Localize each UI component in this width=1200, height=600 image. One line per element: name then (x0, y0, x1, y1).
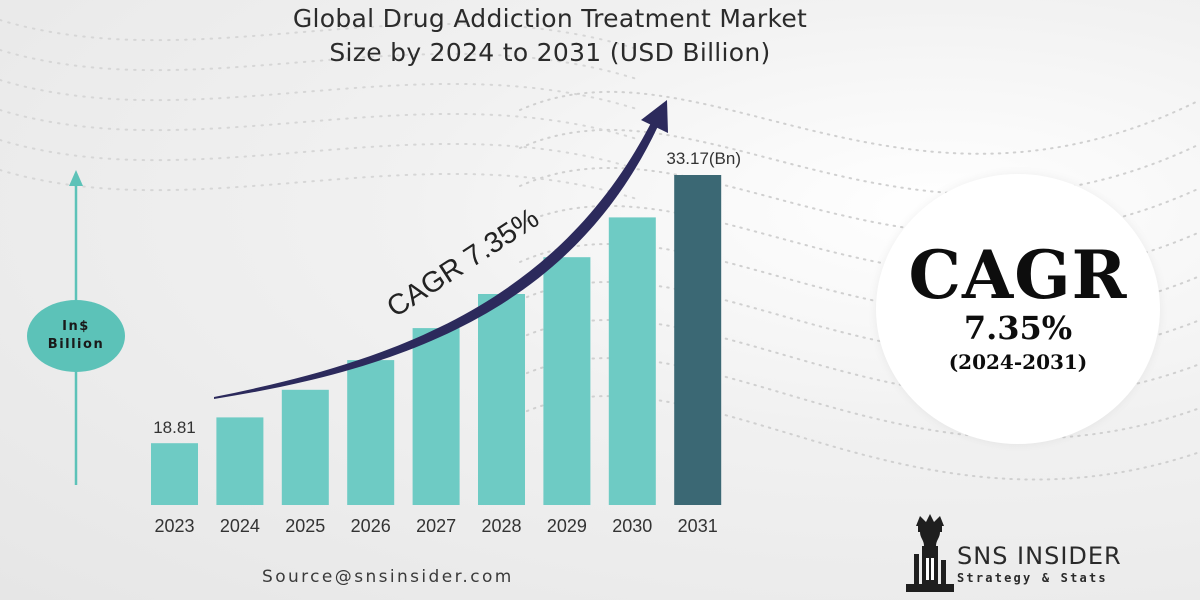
x-tick-label: 2026 (351, 516, 391, 536)
y-axis-label-badge: In$ Billion (27, 300, 125, 372)
y-axis-label-line-2: Billion (47, 337, 105, 352)
bar-2024 (216, 417, 264, 505)
background-dot-wave (519, 319, 1200, 399)
x-tick-label: 2024 (220, 516, 260, 536)
background-dot-wave (519, 90, 1200, 155)
background-dot-wave (519, 357, 1200, 440)
background-dot-wave (0, 79, 641, 111)
background-dot-wave (0, 169, 641, 201)
background-dot-wave (519, 243, 1200, 317)
background-dot-wave (519, 395, 1200, 481)
bar-2031 (674, 175, 722, 505)
background-dot-wave (519, 128, 1200, 196)
bar-2027 (412, 328, 460, 505)
source-text: Source@snsinsider.com (262, 567, 514, 587)
x-tick-label: 2027 (416, 516, 456, 536)
bar-2025 (281, 389, 329, 505)
chart-title-line-1: Global Drug Addiction Treatment Market (292, 4, 808, 33)
brand-logo: SNS INSIDER Strategy & Stats (900, 512, 1180, 596)
x-tick-label: 2030 (612, 516, 652, 536)
cagr-badge-percent: 7.35% (963, 309, 1073, 347)
x-tick-label: 2023 (154, 516, 194, 536)
bar-2023 (151, 443, 198, 505)
cagr-badge: CAGR 7.35% (2024-2031) (876, 174, 1160, 444)
brand-name: SNS INSIDER (957, 542, 1122, 570)
chart-title: Global Drug Addiction Treatment Market S… (150, 2, 950, 70)
background-dot-wave (519, 167, 1200, 236)
brand-tagline: Strategy & Stats (957, 571, 1108, 585)
x-tick-label: 2025 (285, 516, 325, 536)
background-dot-wave (0, 19, 641, 51)
background-dot-wave (0, 139, 641, 171)
background-dot-wave (0, 109, 641, 141)
bar-2030 (608, 217, 656, 505)
chess-king-icon (906, 514, 954, 592)
y-axis-label-line-1: In$ (62, 319, 90, 334)
background-dot-wave (0, 49, 641, 81)
background-dot-wave (519, 281, 1200, 358)
data-label-first: 18.81 (153, 418, 196, 437)
x-tick-label: 2029 (547, 516, 587, 536)
cagr-badge-title: CAGR (908, 236, 1128, 314)
x-tick-label: 2028 (481, 516, 521, 536)
bar-2028 (478, 294, 525, 505)
trend-arrowhead (641, 100, 668, 133)
data-label-last: 33.17(Bn) (666, 149, 741, 168)
cagr-badge-period: (2024-2031) (948, 350, 1088, 374)
x-tick-label: 2031 (678, 516, 718, 536)
bar-2029 (543, 257, 591, 505)
chart-title-line-2: Size by 2024 to 2031 (USD Billion) (329, 38, 771, 67)
bar-2026 (347, 360, 395, 505)
